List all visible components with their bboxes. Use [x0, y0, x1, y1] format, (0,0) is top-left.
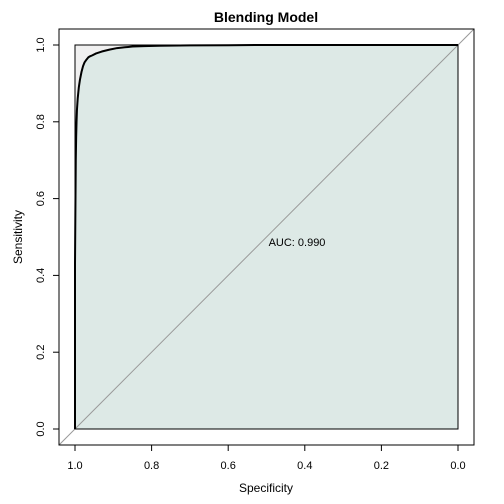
y-tick-label: 0.2 [35, 345, 47, 360]
x-tick-label: 0.6 [221, 460, 236, 472]
y-tick-label: 0.4 [35, 268, 47, 283]
x-tick-label: 0.0 [450, 460, 465, 472]
x-tick-label: 0.2 [374, 460, 389, 472]
y-axis: 0.0 0.2 0.4 0.6 0.8 1.0 [35, 37, 60, 437]
x-tick-label: 0.4 [297, 460, 312, 472]
y-tick-label: 1.0 [35, 37, 47, 52]
reference-diagonal-line [58, 28, 475, 446]
plot-frame [74, 44, 459, 430]
x-tick-label: 1.0 [67, 460, 82, 472]
y-tick-label: 0.0 [35, 421, 47, 436]
y-tick-label: 0.8 [35, 114, 47, 129]
auc-annotation: AUC: 0.990 [269, 237, 326, 249]
y-tick-label: 0.6 [35, 191, 47, 206]
x-tick-label: 0.8 [144, 460, 159, 472]
x-axis: 1.0 0.8 0.6 0.4 0.2 0.0 [67, 444, 466, 472]
y-axis-label: Sensitivity [11, 210, 25, 264]
chart-title: Blending Model [214, 9, 318, 25]
x-axis-label: Specificity [239, 481, 293, 495]
